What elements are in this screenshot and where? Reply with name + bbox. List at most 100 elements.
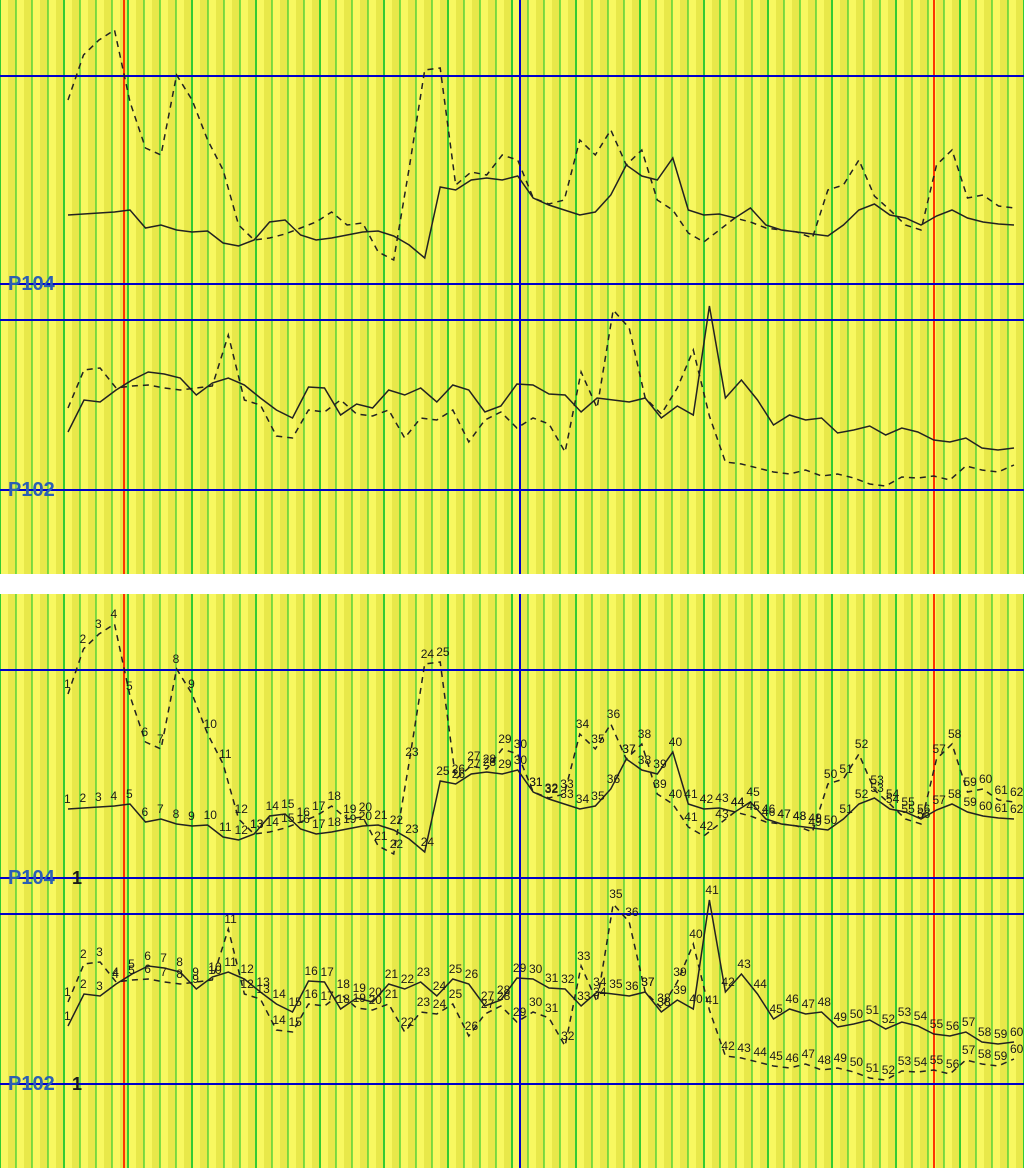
point-label: 22 <box>390 837 404 851</box>
point-label: 9 <box>188 809 195 823</box>
point-label: 22 <box>390 813 404 827</box>
bg-stripe <box>304 594 312 1168</box>
point-label: 17 <box>321 965 335 979</box>
point-label: 39 <box>653 757 667 771</box>
bg-stripe <box>400 0 408 574</box>
bg-stripe <box>864 594 872 1168</box>
point-label: 45 <box>746 799 760 813</box>
point-label: 12 <box>240 962 254 976</box>
bg-stripe <box>408 0 416 574</box>
bg-stripe <box>216 594 224 1168</box>
bg-stripe <box>344 0 352 574</box>
point-label: 58 <box>948 787 962 801</box>
bg-stripe <box>64 0 72 574</box>
point-label: 60 <box>979 772 993 786</box>
bg-stripe <box>744 0 752 574</box>
bg-stripe <box>424 594 432 1168</box>
point-label: 43 <box>737 957 751 971</box>
point-label: 57 <box>962 1015 976 1029</box>
bg-stripe <box>408 594 416 1168</box>
bg-stripe <box>224 594 232 1168</box>
point-label: 33 <box>577 989 591 1003</box>
bg-stripe <box>632 594 640 1168</box>
bg-stripe <box>464 594 472 1168</box>
bg-stripe <box>512 0 520 574</box>
point-label: 17 <box>312 817 326 831</box>
point-label: 28 <box>497 989 511 1003</box>
point-label: 53 <box>870 773 884 787</box>
bg-stripe <box>968 0 976 574</box>
point-label: 45 <box>770 1002 784 1016</box>
point-label: 34 <box>593 985 607 999</box>
point-label: 47 <box>777 807 791 821</box>
bg-stripe <box>648 594 656 1168</box>
bg-stripe <box>936 0 944 574</box>
point-label: 58 <box>978 1047 992 1061</box>
bg-stripe <box>280 0 288 574</box>
point-label: 44 <box>754 977 768 991</box>
point-label: 15 <box>289 995 303 1009</box>
point-label: 46 <box>762 805 776 819</box>
point-label: 34 <box>576 792 590 806</box>
bg-stripe <box>320 594 328 1168</box>
bg-stripe <box>984 0 992 574</box>
point-label: 16 <box>297 805 311 819</box>
bg-stripe <box>0 0 8 574</box>
point-label: 19 <box>353 991 367 1005</box>
bg-stripe <box>360 594 368 1168</box>
point-label: 24 <box>421 647 435 661</box>
bg-stripe <box>776 594 784 1168</box>
bg-stripe <box>392 594 400 1168</box>
bg-stripe <box>88 594 96 1168</box>
bg-stripe <box>584 0 592 574</box>
point-label: 32 <box>545 781 559 795</box>
bg-stripe <box>440 0 448 574</box>
bg-stripe <box>720 594 728 1168</box>
point-label: 16 <box>305 964 319 978</box>
point-label: 11 <box>219 820 232 834</box>
bg-stripe <box>856 0 864 574</box>
bg-stripe <box>288 0 296 574</box>
bg-stripe <box>872 0 880 574</box>
extra-label-1: 1 <box>72 1074 82 1094</box>
point-label: 31 <box>545 1001 559 1015</box>
bg-stripe <box>496 0 504 574</box>
bg-stripe <box>160 0 168 574</box>
bg-stripe <box>488 594 496 1168</box>
point-label: 45 <box>770 1049 784 1063</box>
bg-stripe <box>600 594 608 1168</box>
bg-stripe <box>144 0 152 574</box>
bg-stripe <box>824 0 832 574</box>
point-label: 15 <box>281 797 295 811</box>
bg-stripe <box>88 0 96 574</box>
bg-stripe <box>240 0 248 574</box>
bg-stripe <box>768 0 776 574</box>
point-label: 41 <box>684 810 698 824</box>
point-label: 51 <box>866 1003 880 1017</box>
bg-stripe <box>608 594 616 1168</box>
bg-stripe <box>336 594 344 1168</box>
bg-stripe <box>704 594 712 1168</box>
point-label: 41 <box>705 883 719 897</box>
bg-stripe <box>232 594 240 1168</box>
point-label: 51 <box>839 762 853 776</box>
point-label: 12 <box>235 823 249 837</box>
point-label: 30 <box>514 753 528 767</box>
bg-stripe <box>592 0 600 574</box>
bg-stripe <box>208 594 216 1168</box>
point-label: 8 <box>173 652 180 666</box>
bg-stripe <box>976 0 984 574</box>
point-label: 40 <box>689 992 703 1006</box>
point-label: 58 <box>948 727 962 741</box>
point-label: 14 <box>266 815 280 829</box>
point-label: 16 <box>305 987 319 1001</box>
bg-stripe <box>216 0 224 574</box>
point-label: 6 <box>144 949 151 963</box>
bg-stripe <box>824 594 832 1168</box>
point-label: 36 <box>625 979 639 993</box>
bg-stripe <box>560 594 568 1168</box>
bg-stripe <box>616 0 624 574</box>
bg-stripe <box>704 0 712 574</box>
bg-stripe <box>256 0 264 574</box>
bg-stripe <box>656 594 664 1168</box>
